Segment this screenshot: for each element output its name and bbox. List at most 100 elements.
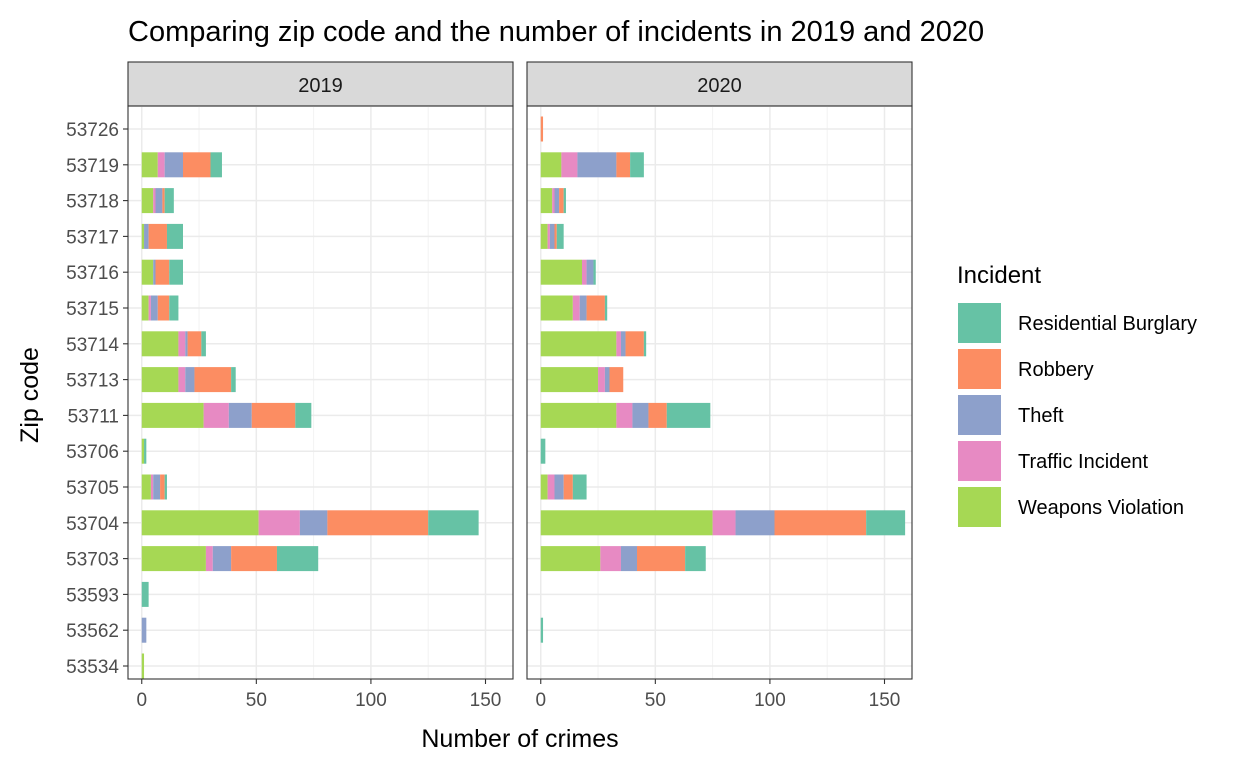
- bar-residential-burglary: [572, 474, 587, 500]
- bar-residential-burglary: [666, 402, 711, 428]
- bar-residential-burglary: [164, 188, 174, 214]
- bar-weapons-violation: [141, 331, 179, 357]
- x-tick-label: 0: [535, 690, 546, 711]
- bar-weapons-violation: [141, 546, 206, 572]
- x-tick-label: 150: [470, 690, 502, 711]
- bar-traffic-incident: [258, 510, 300, 536]
- bar-theft: [554, 188, 560, 214]
- bar-robbery: [327, 510, 429, 536]
- bar-theft: [164, 152, 183, 178]
- bar-robbery: [559, 188, 564, 214]
- bar-theft: [579, 295, 587, 321]
- bar-robbery: [187, 331, 202, 357]
- bar-robbery: [540, 116, 544, 142]
- bar-traffic-incident: [203, 402, 229, 428]
- bar-robbery: [157, 295, 170, 321]
- x-tick-label: 100: [355, 690, 387, 711]
- bar-weapons-violation: [141, 223, 145, 249]
- legend-key: [958, 349, 1001, 389]
- facet-panels: 2019 0 50 100 150 2020 0 50 100 150: [127, 61, 913, 711]
- bar-traffic-incident: [600, 546, 621, 572]
- x-tick-label: 100: [754, 690, 786, 711]
- bar-theft: [228, 402, 252, 428]
- bar-residential-burglary: [630, 152, 644, 178]
- bar-weapons-violation: [540, 295, 573, 321]
- bar-theft: [549, 223, 555, 249]
- bar-robbery: [251, 402, 296, 428]
- bar-residential-burglary: [540, 617, 544, 643]
- bar-traffic-incident: [561, 152, 578, 178]
- bar-traffic-incident: [547, 223, 550, 249]
- bar-theft: [620, 331, 626, 357]
- bar-residential-burglary: [556, 223, 564, 249]
- bar-residential-burglary: [540, 438, 546, 464]
- x-tick-label: 150: [869, 690, 901, 711]
- bar-robbery: [160, 474, 165, 500]
- bar-traffic-incident: [616, 402, 633, 428]
- facet-panel-2019: 2019 0 50 100 150: [127, 61, 514, 711]
- bar-theft: [620, 546, 637, 572]
- bar-robbery: [586, 295, 605, 321]
- bar-residential-burglary: [295, 402, 312, 428]
- legend-key: [958, 487, 1001, 527]
- bar-robbery: [183, 152, 211, 178]
- x-axis-title: Number of crimes: [421, 725, 618, 753]
- bar-residential-burglary: [164, 474, 167, 500]
- legend-key: [958, 441, 1001, 481]
- bar-weapons-violation: [540, 367, 599, 393]
- bar-traffic-incident: [178, 331, 186, 357]
- bar-robbery: [609, 367, 624, 393]
- bar-residential-burglary: [593, 259, 596, 285]
- bar-residential-burglary: [604, 295, 608, 321]
- bar-traffic-incident: [552, 188, 555, 214]
- legend-title: Incident: [957, 262, 1041, 289]
- bar-residential-burglary: [276, 546, 319, 572]
- y-tick-label: 53706: [66, 442, 119, 463]
- bar-weapons-violation: [141, 367, 179, 393]
- bar-weapons-violation: [540, 546, 601, 572]
- bar-traffic-incident: [148, 295, 151, 321]
- bar-theft: [632, 402, 649, 428]
- bar-robbery: [155, 259, 170, 285]
- bar-residential-burglary: [166, 223, 183, 249]
- bar-residential-burglary: [428, 510, 479, 536]
- facet-panel-2020: 2020 0 50 100 150: [526, 61, 913, 711]
- bar-residential-burglary: [210, 152, 222, 178]
- facet-strip-label: 2020: [697, 75, 742, 97]
- bar-traffic-incident: [547, 474, 555, 500]
- bar-theft: [604, 367, 610, 393]
- bar-weapons-violation: [141, 510, 259, 536]
- bar-residential-burglary: [144, 438, 147, 464]
- bar-theft: [150, 295, 158, 321]
- panel-border: [127, 105, 514, 680]
- legend-label: Residential Burglary: [1018, 313, 1197, 335]
- bar-traffic-incident: [157, 152, 165, 178]
- bar-traffic-incident: [616, 331, 621, 357]
- y-tick-label: 53705: [66, 478, 119, 499]
- bar-theft: [153, 259, 156, 285]
- bar-robbery: [648, 402, 667, 428]
- y-tick-label: 53713: [66, 371, 119, 392]
- legend: Incident Residential Burglary Robbery Thef…: [957, 262, 1197, 527]
- bar-traffic-incident: [712, 510, 736, 536]
- y-axis: 53726 53719 53718 53717 53716 53715 53714 53713…: [66, 120, 128, 678]
- facet-strip: [127, 61, 514, 107]
- bar-traffic-incident: [150, 474, 154, 500]
- facet-strip: [526, 61, 913, 107]
- facet-strip-label: 2019: [298, 75, 343, 97]
- bar-robbery: [774, 510, 867, 536]
- legend-label: Traffic Incident: [1018, 451, 1149, 473]
- bar-residential-burglary: [866, 510, 906, 536]
- bar-theft: [554, 474, 564, 500]
- bar-traffic-incident: [572, 295, 580, 321]
- bar-weapons-violation: [141, 402, 204, 428]
- bar-residential-burglary: [563, 188, 566, 214]
- bar-traffic-incident: [205, 546, 213, 572]
- bar-theft: [212, 546, 232, 572]
- bar-robbery: [637, 546, 686, 572]
- bar-weapons-violation: [540, 474, 548, 500]
- y-tick-label: 53719: [66, 156, 119, 177]
- bar-weapons-violation: [141, 295, 149, 321]
- bar-residential-burglary: [141, 581, 149, 607]
